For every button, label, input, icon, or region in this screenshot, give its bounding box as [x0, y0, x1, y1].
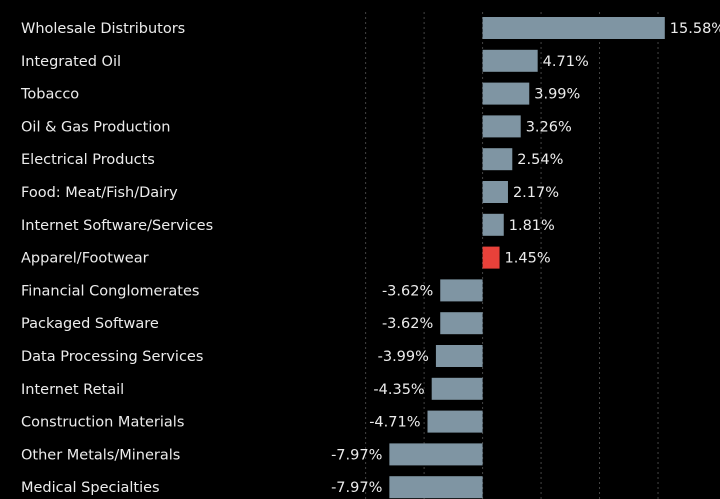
category-label: Oil & Gas Production — [21, 119, 170, 135]
value-label: -4.35% — [373, 382, 424, 398]
category-label: Apparel/Footwear — [21, 251, 149, 267]
bar — [482, 148, 513, 171]
category-label: Medical Specialties — [21, 480, 160, 496]
bar — [482, 213, 504, 236]
category-label: Wholesale Distributors — [21, 21, 185, 37]
value-label: 3.26% — [526, 119, 572, 135]
value-label: -3.99% — [378, 349, 429, 365]
category-label: Other Metals/Minerals — [21, 447, 180, 463]
bar — [482, 181, 508, 203]
value-label: 4.71% — [543, 54, 589, 70]
category-label: Food: Meat/Fish/Dairy — [21, 185, 178, 201]
bar — [389, 476, 483, 499]
bar — [482, 82, 530, 105]
category-label: Internet Software/Services — [21, 218, 213, 234]
value-label: 15.58% — [670, 21, 720, 37]
category-label: Financial Conglomerates — [21, 283, 199, 299]
bar — [440, 312, 483, 335]
bar — [435, 345, 483, 367]
bar — [389, 443, 483, 466]
value-label: 3.99% — [534, 87, 580, 103]
bar — [440, 279, 483, 302]
bar — [427, 410, 483, 433]
bar — [431, 377, 483, 400]
value-label: -3.62% — [382, 316, 433, 332]
bar — [482, 17, 665, 39]
category-label: Packaged Software — [21, 316, 159, 332]
category-label: Internet Retail — [21, 382, 124, 398]
value-label: 2.17% — [513, 185, 559, 201]
category-label: Data Processing Services — [21, 349, 203, 365]
value-label: -4.71% — [369, 415, 420, 431]
bar — [482, 49, 538, 72]
bar — [482, 115, 521, 138]
category-label: Tobacco — [20, 87, 79, 103]
value-label: -3.62% — [382, 283, 433, 299]
value-label: -7.97% — [331, 480, 382, 496]
value-label: 2.54% — [517, 152, 563, 168]
value-label: 1.45% — [505, 251, 551, 267]
category-label: Integrated Oil — [21, 54, 121, 70]
value-label: 1.81% — [509, 218, 555, 234]
category-label: Construction Materials — [21, 415, 184, 431]
value-label: -7.97% — [331, 447, 382, 463]
bar — [482, 246, 500, 269]
category-label: Electrical Products — [21, 152, 155, 168]
